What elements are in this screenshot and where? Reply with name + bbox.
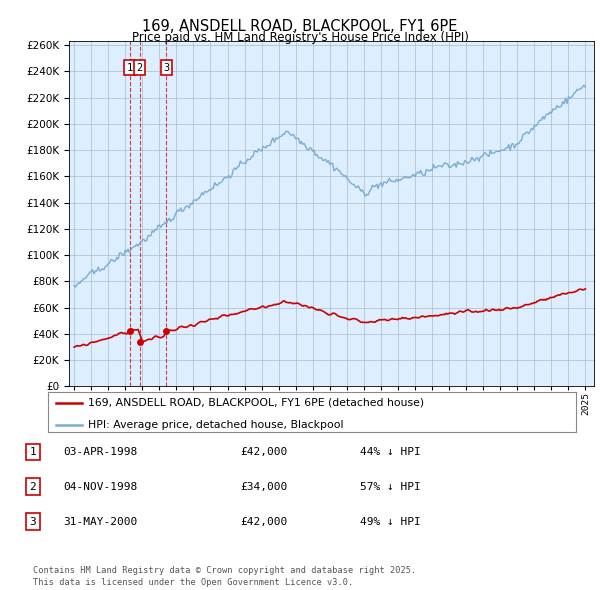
Text: 169, ANSDELL ROAD, BLACKPOOL, FY1 6PE: 169, ANSDELL ROAD, BLACKPOOL, FY1 6PE: [142, 19, 458, 34]
Text: 57% ↓ HPI: 57% ↓ HPI: [360, 482, 421, 491]
Text: 2: 2: [136, 63, 143, 73]
Text: Contains HM Land Registry data © Crown copyright and database right 2025.
This d: Contains HM Land Registry data © Crown c…: [33, 566, 416, 587]
Text: 04-NOV-1998: 04-NOV-1998: [63, 482, 137, 491]
Text: 1: 1: [127, 63, 133, 73]
Text: 03-APR-1998: 03-APR-1998: [63, 447, 137, 457]
Text: 2: 2: [29, 482, 37, 491]
Text: 49% ↓ HPI: 49% ↓ HPI: [360, 517, 421, 526]
Text: 3: 3: [163, 63, 169, 73]
Text: 31-MAY-2000: 31-MAY-2000: [63, 517, 137, 526]
Text: £34,000: £34,000: [240, 482, 287, 491]
Text: £42,000: £42,000: [240, 517, 287, 526]
Text: 169, ANSDELL ROAD, BLACKPOOL, FY1 6PE (detached house): 169, ANSDELL ROAD, BLACKPOOL, FY1 6PE (d…: [88, 398, 424, 408]
Text: 3: 3: [29, 517, 37, 526]
Text: £42,000: £42,000: [240, 447, 287, 457]
Text: Price paid vs. HM Land Registry's House Price Index (HPI): Price paid vs. HM Land Registry's House …: [131, 31, 469, 44]
Text: 44% ↓ HPI: 44% ↓ HPI: [360, 447, 421, 457]
Text: 1: 1: [29, 447, 37, 457]
Text: HPI: Average price, detached house, Blackpool: HPI: Average price, detached house, Blac…: [88, 419, 343, 430]
